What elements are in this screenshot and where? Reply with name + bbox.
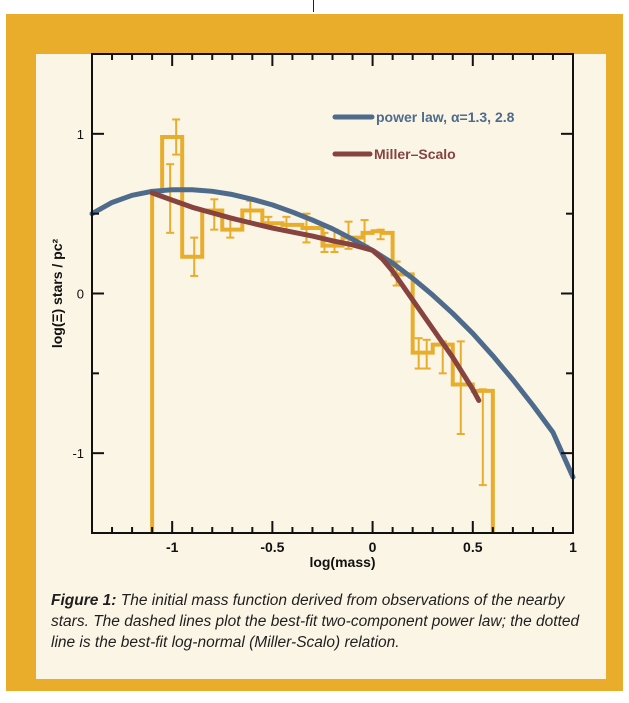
miller-scalo-curve: [149, 190, 482, 403]
histogram-step: [150, 135, 495, 533]
top-tick-mark: [313, 0, 314, 12]
y-tick-label: 0: [77, 287, 84, 302]
x-tick-label: -0.5: [260, 539, 284, 555]
x-tick-label: 0.5: [463, 539, 483, 555]
caption-label: Figure 1:: [51, 592, 117, 609]
power-law-curve: [89, 187, 576, 480]
figure-frame: [6, 14, 623, 691]
caption-text: The initial mass function derived from o…: [51, 592, 580, 651]
x-tick-label: 1: [569, 539, 577, 555]
x-axis-label: log(mass): [309, 554, 375, 570]
y-tick-label: 1: [77, 127, 84, 142]
x-tick-label: 0: [369, 539, 377, 555]
y-tick-label: -1: [72, 446, 84, 461]
y-axis-label: log(Ξ) stars / pc²: [49, 238, 65, 348]
legend-label-miller-scalo: Miller–Scalo: [374, 146, 456, 162]
figure-panel: [36, 54, 606, 679]
legend-label-power-law: power law, α=1.3, 2.8: [376, 109, 515, 125]
figure-caption: Figure 1: The initial mass function deri…: [51, 590, 586, 653]
plot-frame: [91, 53, 574, 534]
x-tick-label: -1: [166, 539, 179, 555]
